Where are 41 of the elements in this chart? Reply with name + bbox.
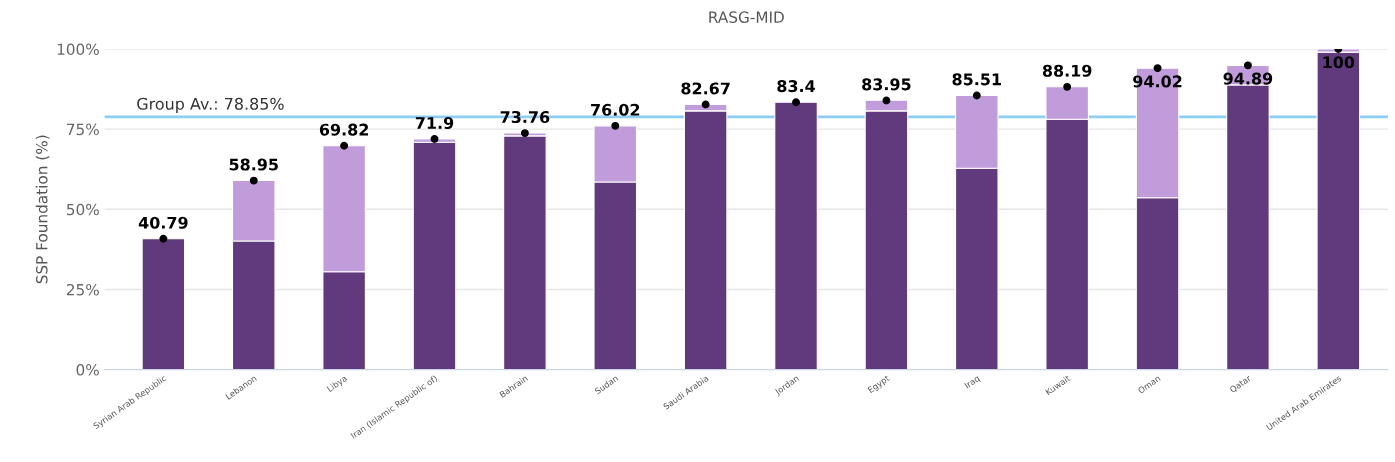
point (430, 135, 439, 144)
y-axis-title: SSP Foundation (%) (35, 135, 50, 284)
point (249, 176, 258, 185)
point (972, 91, 981, 100)
point (611, 121, 620, 130)
data-label: 83.95 (862, 78, 911, 91)
bar (503, 135, 547, 370)
point (701, 100, 710, 109)
bar (141, 238, 186, 370)
point (792, 98, 800, 107)
data-label: 69.82 (319, 123, 369, 136)
data-label: 40.79 (138, 216, 188, 229)
y-tick-label: 50% (66, 203, 99, 216)
data-label: 94.89 (1223, 72, 1273, 85)
x-tick-label: Iraq (964, 375, 981, 390)
point (1063, 82, 1072, 91)
point (882, 96, 891, 105)
point (159, 234, 168, 243)
point (1153, 64, 1162, 73)
data-label: 82.67 (681, 82, 730, 95)
chart-title: RASG-MID (709, 11, 784, 23)
bar (774, 101, 818, 370)
y-tick-label: 0% (76, 364, 99, 376)
point (520, 129, 529, 138)
data-label: 85.51 (952, 73, 1001, 86)
data-label: 88.19 (1042, 64, 1092, 77)
y-tick-label: 25% (66, 283, 99, 296)
ref-line-label: Group Av.: 78.85% (137, 97, 284, 113)
data-label: 83.4 (777, 80, 815, 93)
bar (412, 141, 457, 370)
bar (1316, 51, 1361, 370)
data-label: 76.02 (591, 103, 640, 116)
data-label: 58.95 (229, 158, 278, 171)
data-label: 71.9 (415, 116, 454, 130)
point (340, 141, 349, 150)
y-tick-label: 75% (67, 123, 99, 136)
point (1243, 61, 1252, 70)
y-tick-label: 100% (57, 43, 99, 55)
data-label: 73.76 (500, 110, 550, 124)
data-label: 100 (1323, 56, 1355, 69)
data-label: 94.02 (1133, 75, 1182, 88)
